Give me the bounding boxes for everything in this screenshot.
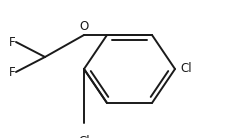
Text: O: O — [79, 20, 88, 33]
Text: F: F — [9, 35, 16, 48]
Text: F: F — [9, 66, 16, 79]
Text: Cl: Cl — [78, 135, 89, 138]
Text: Cl: Cl — [179, 63, 191, 75]
